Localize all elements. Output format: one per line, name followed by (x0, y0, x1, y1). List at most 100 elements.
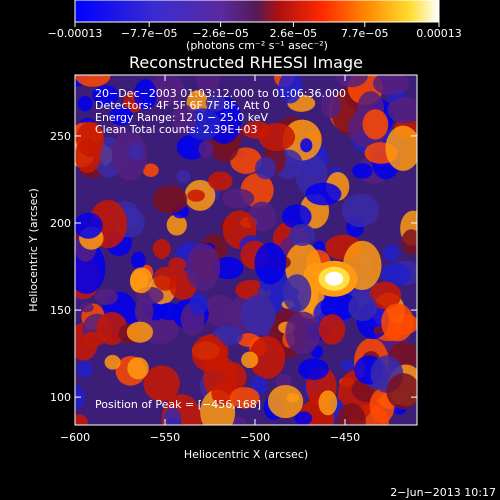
heatmap-blob (77, 95, 93, 112)
heatmap-blob (341, 193, 380, 228)
heatmap-blobs (75, 75, 417, 425)
heatmap-blob (75, 75, 111, 87)
heatmap-blob (92, 85, 119, 106)
heatmap-blob (156, 302, 182, 321)
heatmap-blob (176, 134, 207, 160)
y-tick-label: 250 (50, 130, 71, 143)
colorbar-tick-label: −2.6e−05 (192, 27, 249, 40)
heatmap-blob (75, 414, 88, 425)
heatmap-blob (348, 293, 378, 321)
x-tick-label: −500 (240, 431, 270, 444)
y-axis-label: Heliocentric Y (arcsec) (27, 188, 40, 312)
heatmap-blob (289, 223, 316, 246)
heatmap-blob (320, 292, 360, 321)
heatmap-blob (362, 109, 389, 140)
heatmap-blob (202, 295, 237, 327)
chart-title: Reconstructed RHESSI Image (129, 53, 363, 72)
heatmap-blob (168, 257, 187, 272)
heatmap-blob (321, 93, 342, 118)
heatmap-blob (111, 123, 125, 136)
colorbar-unit-label: (photons cm⁻² s⁻¹ asec⁻²) (186, 39, 328, 52)
heatmap-blob (267, 385, 304, 419)
heatmap-blob (230, 147, 262, 174)
heatmap-blob (381, 303, 414, 342)
heatmap-blob (255, 157, 277, 180)
heatmap-blob (133, 79, 157, 110)
heatmap-blob (249, 336, 286, 380)
heatmap-blob (240, 294, 276, 335)
heatmap-blob (369, 281, 402, 310)
heatmap-blob (381, 263, 411, 287)
colorbar-tick-label: 7.7e−05 (341, 27, 388, 40)
heatmap-blob (187, 189, 205, 202)
heatmap-blob (130, 251, 146, 270)
annotation-line: Detectors: 4F 5F 6F 7F 8F, Att 0 (95, 99, 270, 112)
heatmap-blob (285, 311, 321, 355)
peak-marker (329, 273, 340, 284)
heatmap-blob (94, 289, 118, 305)
y-tick-label: 100 (50, 391, 71, 404)
x-tick-label: −600 (60, 431, 90, 444)
heatmap-blob (401, 229, 417, 255)
heatmap-blob (130, 267, 153, 294)
x-axis-label: Heliocentric X (arcsec) (184, 448, 308, 461)
heatmap-blob (300, 138, 313, 153)
x-tick-label: −450 (330, 431, 360, 444)
heatmap-blob (318, 390, 338, 416)
heatmap-blob (172, 104, 196, 133)
colorbar-gradient (74, 0, 440, 23)
heatmap-blob (241, 351, 259, 369)
y-axis-ticks: 100 150 200 250 (50, 130, 417, 404)
colorbar-tick-label: 0.00013 (416, 27, 462, 40)
annotation-line: 20−Dec−2003 01:03:12.000 to 01:06:36.000 (95, 87, 346, 100)
heatmap-blob (318, 314, 346, 345)
colorbar-ticks: −0.00013 −7.7e−05 −2.6e−05 2.6e−05 7.7e−05 0.… (48, 22, 462, 40)
peak-position-label: Position of Peak = [−456,168] (95, 398, 261, 411)
heatmap-blob (127, 357, 149, 380)
heatmap-blob (198, 140, 214, 159)
heatmap-blob (222, 188, 255, 209)
heatmap-blob (275, 373, 292, 388)
footer-date: 2−Jun−2013 10:17 (390, 486, 496, 499)
y-tick-label: 200 (50, 217, 71, 230)
heatmap-blob (153, 266, 178, 291)
heatmap-blob (152, 238, 171, 259)
heatmap-blob (352, 163, 373, 179)
annotation-line: Energy Range: 12.0 − 25.0 keV (95, 111, 269, 124)
heatmap-blob (372, 75, 410, 96)
heatmap-blob (254, 242, 287, 285)
heatmap-blob (126, 321, 154, 343)
heatmap-blob (387, 97, 417, 124)
heatmap-blob (229, 387, 260, 409)
annotation-line: Clean Total counts: 2.39E+03 (95, 123, 258, 136)
heatmap-blob (282, 274, 312, 313)
heatmap-blob (386, 373, 417, 410)
plot-frame (74, 74, 418, 426)
heatmap-blob (189, 293, 208, 316)
heatmap-blob (208, 171, 233, 191)
heatmap-blob (298, 358, 329, 380)
heatmap-blob (176, 169, 191, 184)
heatmap-blob (134, 298, 154, 325)
heatmap-plot: −600 −550 −500 −450 100 150 200 250 (50, 74, 418, 444)
heatmap-blob (191, 335, 226, 372)
heatmap-blob (104, 354, 121, 370)
heatmap-blob (185, 243, 221, 292)
y-tick-label: 150 (50, 304, 71, 317)
heatmap-blob (196, 75, 220, 94)
colorbar: −0.00013 −7.7e−05 −2.6e−05 2.6e−05 7.7e−05 0.… (48, 0, 462, 52)
heatmap-blob (385, 125, 417, 171)
info-annotations: 20−Dec−2003 01:03:12.000 to 01:06:36.000… (95, 87, 346, 136)
heatmap-blob (163, 407, 182, 425)
heatmap-blob (212, 256, 244, 280)
heatmap-blob (305, 182, 342, 206)
heatmap-blob (340, 360, 354, 371)
heatmap-blob (336, 402, 366, 425)
colorbar-tick-label: −0.00013 (48, 27, 103, 40)
colorbar-tick-label: 2.6e−05 (270, 27, 317, 40)
heatmap-blob (242, 121, 271, 139)
heatmap-blob (282, 204, 312, 229)
x-axis-ticks: −600 −550 −500 −450 (60, 75, 360, 444)
heatmap-blob (77, 360, 93, 378)
heatmap-blob (232, 416, 247, 425)
